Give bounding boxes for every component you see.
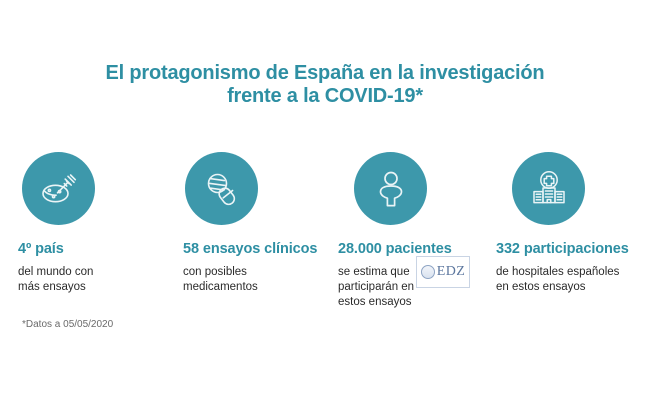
footnote: *Datos a 05/05/2020 [22, 319, 114, 330]
patient-person-icon [371, 167, 411, 211]
stat-body-1-line-2: más ensayos [18, 281, 86, 293]
title-line-1: El protagonismo de España en la investig… [105, 62, 545, 84]
stat-body-3-line-3: estos ensayos [338, 296, 412, 308]
stat-body-1: del mundo con más ensayos [18, 265, 162, 295]
stat-body-1-line-1: del mundo con [18, 266, 94, 278]
badge-circle-3 [354, 152, 427, 225]
stat-headline-3: 28.000 pacientes [338, 241, 452, 257]
stat-body-4-line-2: en estos ensayos [496, 281, 586, 293]
stat-headline-1: 4º país [18, 241, 64, 257]
edz-logo-text: EDZ [436, 264, 466, 279]
syringe-petri-dish-icon [37, 167, 81, 211]
edz-logo[interactable]: EDZ [416, 256, 470, 288]
stat-headline-4: 332 participaciones [496, 241, 629, 257]
stat-card-country-rank: 4º país del mundo con más ensayos [0, 152, 162, 295]
stat-card-hospital-participations: 332 participaciones de hospitales españo… [486, 152, 648, 295]
stat-card-patients: 28.000 pacientes se estima que participa… [324, 152, 486, 310]
title-line-2: frente a la COVID-19* [227, 85, 423, 107]
stat-body-2: con posibles medicamentos [183, 265, 324, 295]
stat-body-3-line-2: participarán en [338, 281, 415, 293]
badge-circle-4 [512, 152, 585, 225]
stat-body-2-line-1: con posibles [183, 266, 247, 278]
stat-card-clinical-trials: 58 ensayos clínicos con posibles medicam… [162, 152, 324, 295]
badge-circle-1 [22, 152, 95, 225]
page-title: El protagonismo de España en la investig… [0, 62, 650, 108]
stat-headline-2: 58 ensayos clínicos [183, 241, 318, 257]
stat-body-4: de hospitales españoles en estos ensayos [496, 265, 648, 295]
stat-body-4-line-1: de hospitales españoles [496, 266, 620, 278]
badge-circle-2 [185, 152, 258, 225]
hospital-icon [526, 167, 572, 211]
stat-body-3-line-1: se estima que [338, 266, 410, 278]
stat-body-3: se estima que participarán en estos ensa… [338, 265, 486, 310]
edz-circle-icon [420, 265, 435, 279]
pills-icon [200, 167, 244, 211]
stats-row: 4º país del mundo con más ensayos [0, 152, 650, 310]
stat-body-2-line-2: medicamentos [183, 281, 258, 293]
